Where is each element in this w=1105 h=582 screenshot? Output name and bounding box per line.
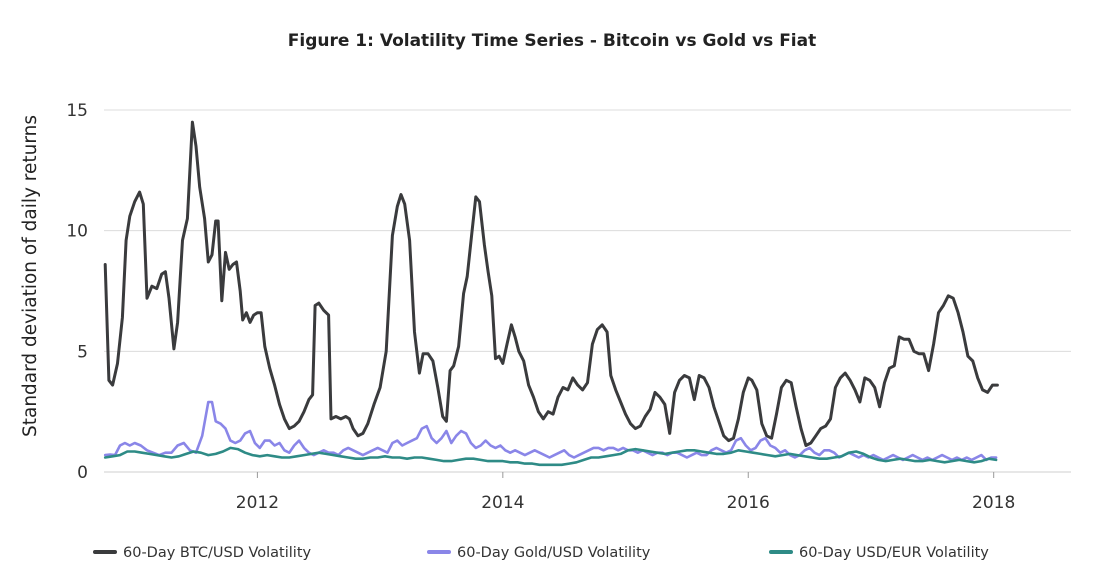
legend-label: 60-Day USD/EUR Volatility xyxy=(799,545,989,561)
series-line-2 xyxy=(103,400,998,462)
legend-item-2: 60-Day Gold/USD Volatility xyxy=(427,545,651,561)
gridlines xyxy=(104,109,1071,473)
legend-item-3: 60-Day USD/EUR Volatility xyxy=(769,545,989,561)
series-line-1 xyxy=(103,120,999,447)
x-tick-label: 2018 xyxy=(972,493,1015,513)
x-tick-label: 2012 xyxy=(236,493,279,513)
y-tick-label: 10 xyxy=(66,222,88,242)
y-tick-label: 0 xyxy=(77,463,88,483)
legend: 60-Day BTC/USD Volatility 60-Day Gold/USD… xyxy=(93,545,989,561)
x-tick-label: 2014 xyxy=(481,493,524,513)
y-tick-label: 15 xyxy=(66,101,88,121)
series-lines xyxy=(103,120,999,467)
axis-ticks: 0 5 10 15 2012 2014 2016 2018 xyxy=(66,101,1015,513)
y-axis-title: Standard deviation of daily returns xyxy=(20,115,41,437)
legend-label: 60-Day BTC/USD Volatility xyxy=(123,545,312,561)
legend-label: 60-Day Gold/USD Volatility xyxy=(457,545,651,561)
series-line-3 xyxy=(103,446,998,467)
y-tick-label: 5 xyxy=(77,342,88,362)
chart-title: Figure 1: Volatility Time Series - Bitco… xyxy=(288,31,816,51)
x-tick-label: 2016 xyxy=(727,493,770,513)
legend-item-1: 60-Day BTC/USD Volatility xyxy=(93,545,312,561)
